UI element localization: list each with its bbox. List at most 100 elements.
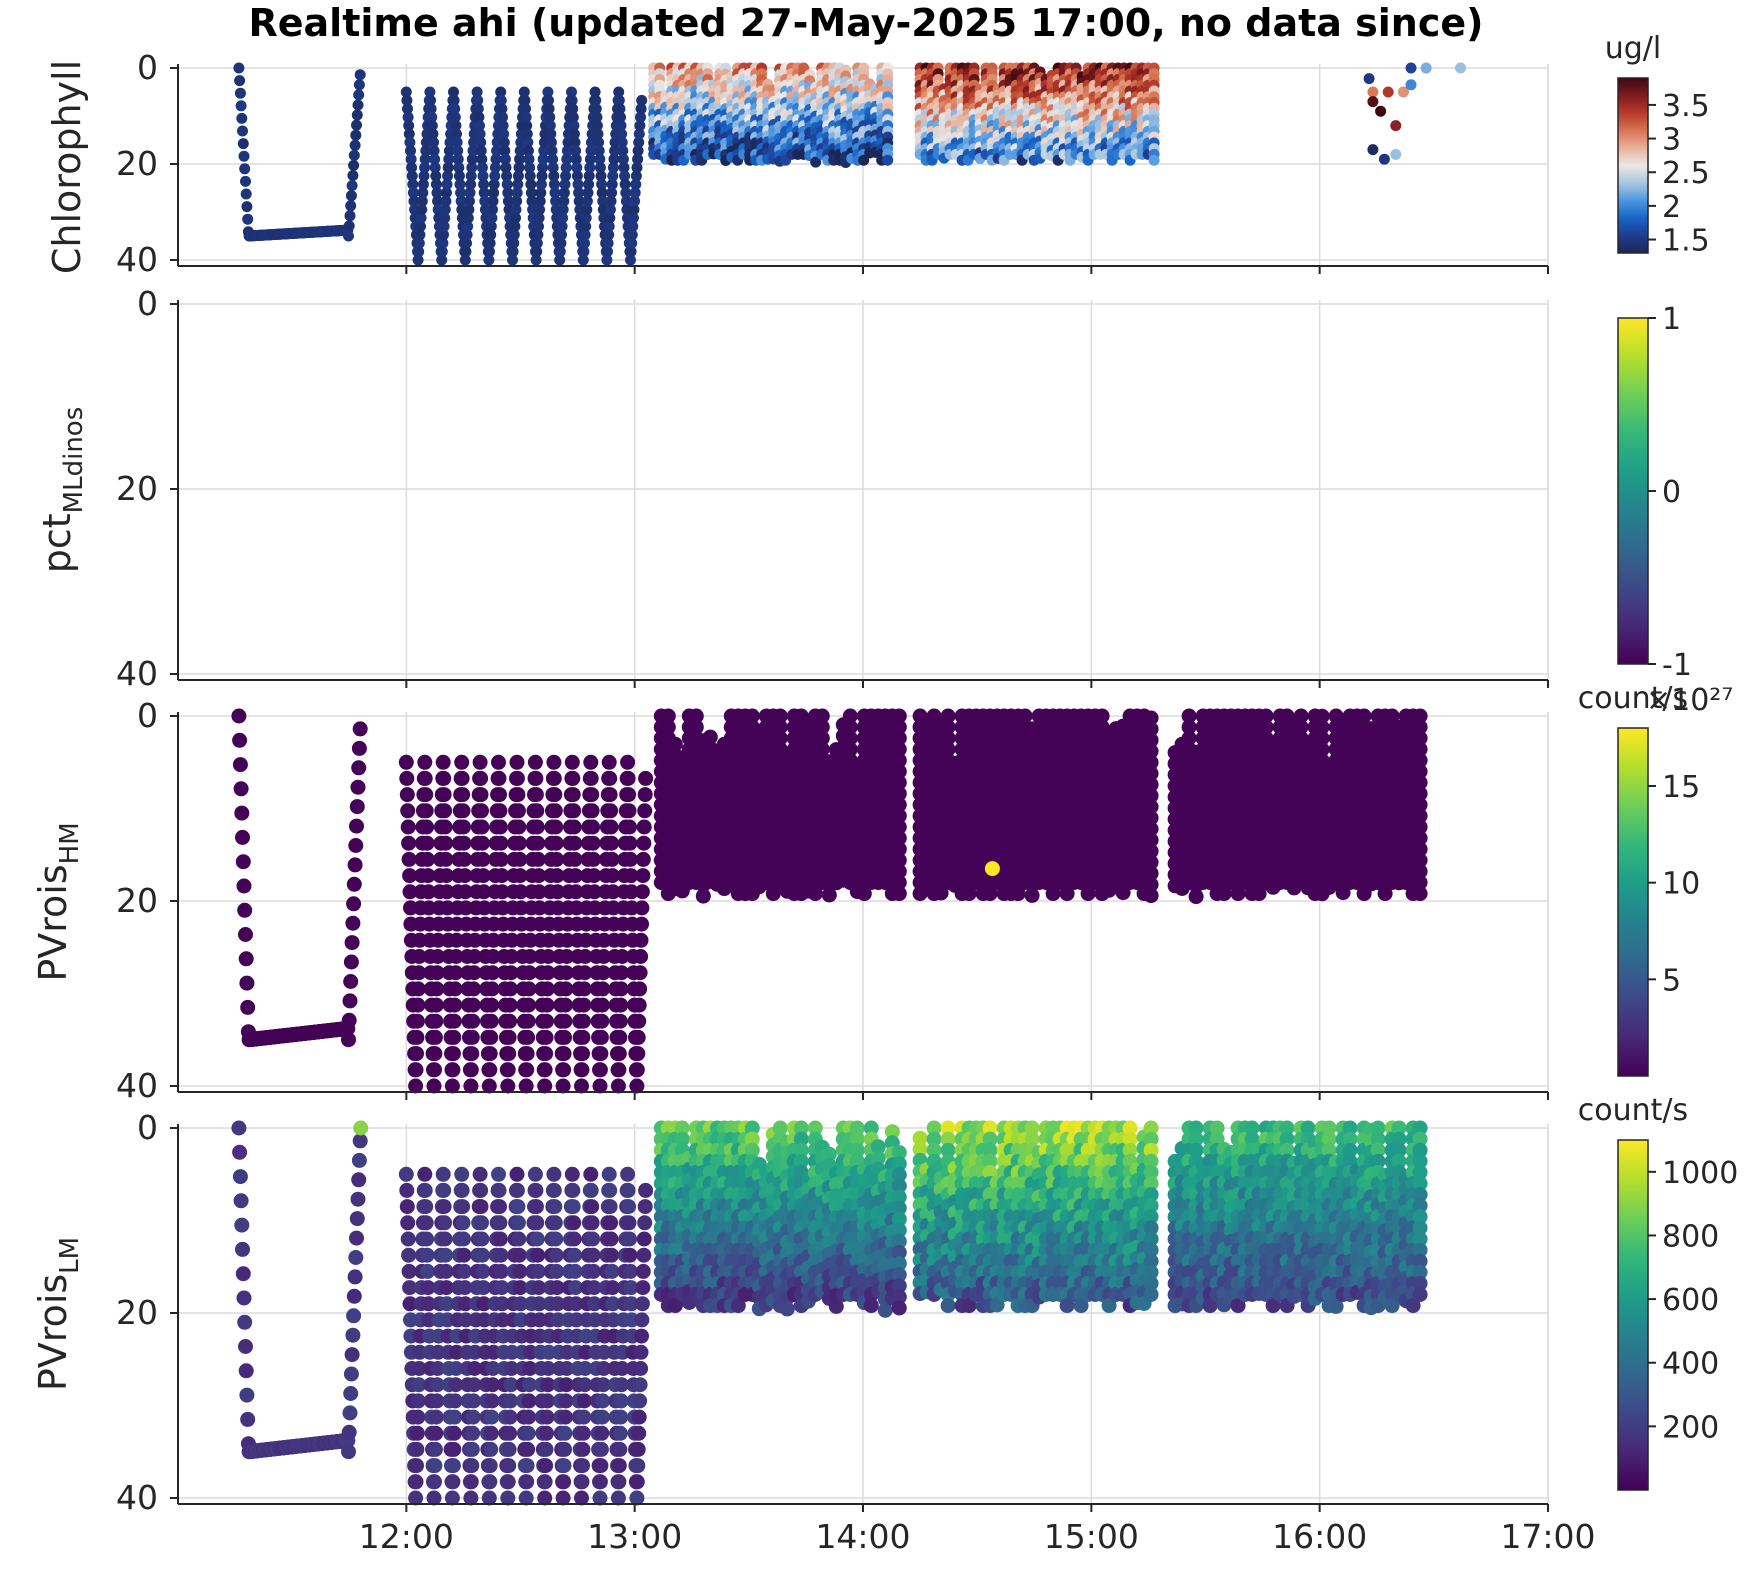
data-point (632, 145, 644, 157)
data-point (589, 86, 601, 98)
data-point (601, 254, 613, 266)
data-point (474, 1231, 490, 1247)
data-point (1390, 148, 1402, 160)
data-point (612, 1425, 628, 1441)
data-point (430, 178, 442, 190)
data-point (343, 974, 359, 989)
data-point (419, 162, 431, 174)
data-point (429, 981, 445, 997)
data-point (348, 838, 364, 853)
data-point (428, 145, 440, 157)
data-point (520, 103, 531, 115)
data-point (491, 145, 503, 157)
data-point (531, 237, 543, 249)
data-point (232, 1169, 248, 1185)
colorbar-tick-label: 1 (1662, 302, 1681, 337)
data-point (483, 1441, 499, 1457)
data-point (482, 1046, 498, 1062)
data-point (451, 128, 462, 140)
data-point (498, 128, 510, 140)
data-point (556, 220, 568, 232)
data-point (437, 1231, 453, 1247)
data-point (602, 237, 614, 249)
data-point (585, 145, 597, 157)
data-point (572, 178, 584, 190)
data-point (346, 876, 362, 892)
data-point (501, 1029, 517, 1045)
data-point (526, 195, 538, 207)
data-point (455, 803, 471, 819)
data-point (634, 884, 650, 900)
data-point (484, 981, 500, 997)
data-point (408, 1062, 424, 1078)
data-point (463, 195, 475, 207)
data-point (514, 153, 526, 165)
data-point (348, 1250, 364, 1265)
data-point (529, 1215, 545, 1231)
data-point (629, 195, 641, 207)
data-point (437, 1215, 453, 1231)
data-point (419, 819, 435, 835)
data-point (567, 111, 579, 123)
data-point (419, 153, 431, 165)
data-point (454, 770, 470, 786)
data-point (632, 981, 648, 997)
data-point (483, 254, 495, 266)
colorbar-tick-label: -1 (1662, 648, 1692, 683)
data-point (454, 178, 466, 190)
data-point (456, 819, 471, 835)
data-point (401, 94, 413, 106)
data-point (417, 178, 429, 190)
data-point (429, 1393, 445, 1409)
data-point (352, 721, 368, 737)
data-point (404, 136, 416, 148)
data-point (559, 178, 571, 190)
data-point (570, 153, 582, 165)
data-point (568, 128, 580, 140)
data-point (497, 111, 508, 123)
data-point (474, 835, 490, 851)
data-point (584, 787, 600, 803)
data-point (438, 835, 453, 851)
data-point (493, 835, 509, 851)
data-point (586, 851, 601, 867)
data-point (456, 1263, 472, 1279)
data-point (419, 1247, 435, 1263)
data-point (634, 900, 650, 916)
data-point (511, 835, 527, 851)
data-point (629, 1062, 645, 1078)
data-point (454, 754, 470, 770)
data-point (475, 136, 487, 148)
data-point (532, 229, 544, 241)
data-point (617, 153, 629, 165)
data-point (232, 757, 248, 773)
data-point (546, 1166, 562, 1182)
data-point (407, 178, 419, 190)
data-point (585, 1247, 601, 1263)
data-point (604, 835, 619, 851)
y-axis-label-subscript: MLdinos (59, 407, 89, 514)
data-point (344, 1347, 360, 1363)
data-point (431, 187, 443, 199)
data-point (236, 878, 252, 894)
data-point (452, 145, 464, 157)
data-point (549, 851, 565, 867)
data-point (400, 803, 416, 819)
data-point (528, 770, 544, 786)
data-point (544, 120, 556, 132)
data-point (565, 770, 581, 786)
data-point (612, 1013, 628, 1029)
data-point (466, 153, 478, 165)
data-point (342, 993, 358, 1009)
data-point (491, 754, 506, 770)
colorbar-tick-label: 2 (1662, 190, 1681, 225)
colorbar-tick-label: 15 (1662, 770, 1700, 805)
data-point (538, 145, 550, 157)
data-point (232, 732, 248, 748)
data-point (461, 229, 473, 241)
data-point (525, 178, 537, 190)
data-point (632, 965, 648, 981)
data-point (567, 1263, 583, 1279)
